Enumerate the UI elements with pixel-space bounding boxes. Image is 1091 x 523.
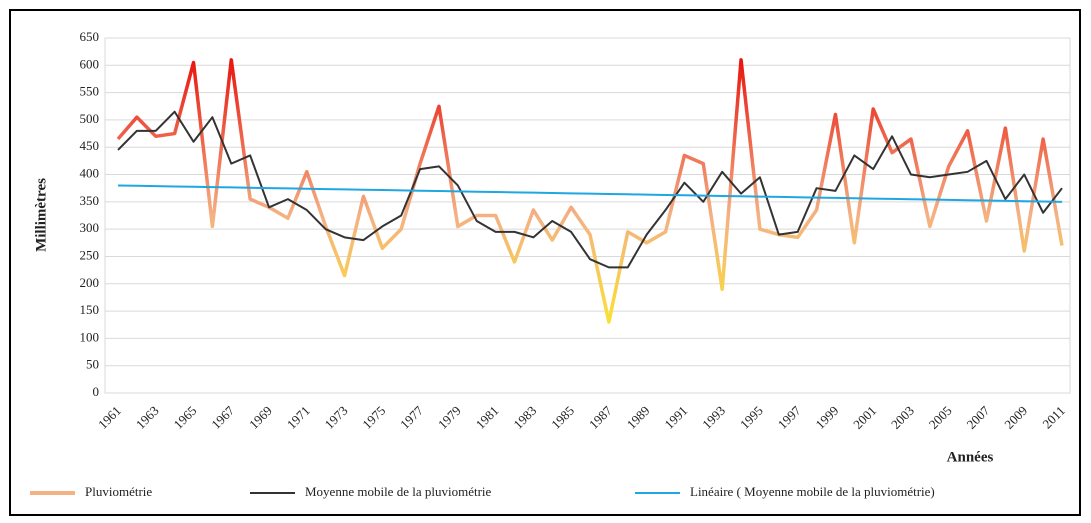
legend-label: Pluviométrie — [85, 484, 152, 499]
y-tick-label: 650 — [80, 29, 100, 44]
legend-label: Linéaire ( Moyenne mobile de la pluviomé… — [690, 484, 935, 499]
series-line — [117, 184, 1063, 203]
y-tick-label: 350 — [80, 193, 100, 208]
y-tick-label: 250 — [80, 247, 100, 262]
y-tick-label: 450 — [80, 138, 100, 153]
y-tick-label: 50 — [86, 357, 99, 372]
series-line — [116, 58, 1064, 324]
y-tick-label: 400 — [80, 166, 100, 181]
y-tick-label: 100 — [80, 329, 100, 344]
y-tick-label: 0 — [93, 384, 100, 399]
y-tick-label: 600 — [80, 56, 100, 71]
y-tick-label: 300 — [80, 220, 100, 235]
y-tick-label: 550 — [80, 84, 100, 99]
y-axis-title: Millimètres — [33, 178, 49, 252]
y-tick-label: 500 — [80, 111, 100, 126]
y-tick-label: 150 — [80, 302, 100, 317]
chart-frame — [9, 9, 1081, 516]
series-line — [117, 110, 1063, 269]
x-axis-title: Années — [947, 449, 994, 465]
legend-label: Moyenne mobile de la pluviométrie — [305, 484, 492, 499]
y-tick-label: 200 — [80, 275, 100, 290]
